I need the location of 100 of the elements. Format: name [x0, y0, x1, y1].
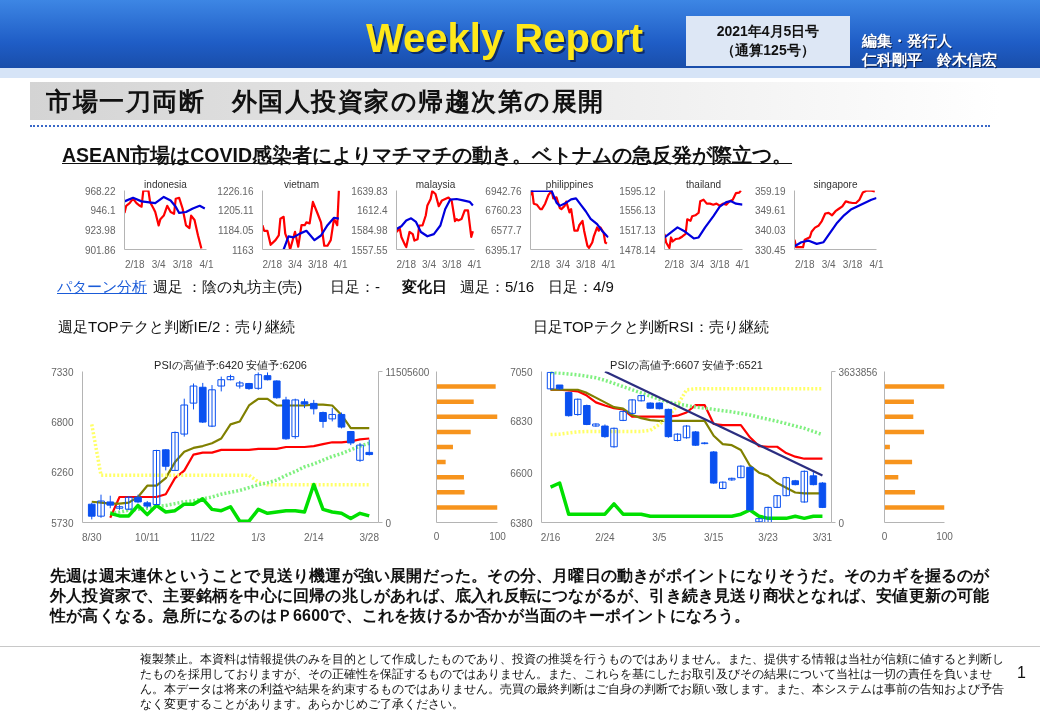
line-series: [282, 216, 340, 250]
candlestick: [272, 379, 281, 400]
bar: [884, 505, 945, 510]
x-tick-label: 4/1: [333, 258, 348, 270]
y-tick-label: 6395.17: [485, 244, 522, 256]
line-series: [664, 190, 742, 250]
candlestick: [189, 382, 198, 410]
text: パターン分析: [57, 278, 147, 296]
y-tick-label: 359.19: [754, 185, 786, 197]
y-tick-label: 7050: [510, 366, 533, 378]
y-tick-label: 901.86: [84, 244, 116, 256]
x-tick-label: 3/31: [812, 531, 833, 543]
chart-title: vietnam: [283, 178, 320, 190]
x-tick-label: 2/18: [396, 258, 417, 270]
text: 週足 ：陰の丸坊主(売): [153, 278, 303, 296]
x-tick-label: 3/18: [576, 258, 596, 270]
x-tick-label: 3/4: [422, 258, 437, 270]
line-series: [664, 200, 743, 240]
y-tick-label: 946.1: [90, 205, 116, 217]
text: 編集・発行人: [862, 31, 953, 50]
bar: [436, 384, 496, 389]
line-series: [530, 190, 608, 249]
x-tick-label: 100: [936, 530, 954, 542]
x-tick-label: 11/22: [190, 531, 216, 543]
text: 2021年4月5日号: [715, 22, 821, 41]
chart-title: indonesia: [144, 178, 188, 190]
chart-title: malaysia: [415, 178, 456, 190]
x-tick-label: 3/4: [821, 258, 837, 270]
line-series: [90, 422, 371, 487]
x-tick-label: 3/4: [690, 258, 705, 270]
x-tick-label: 3/4: [556, 258, 571, 270]
y-tick-label: 6942.76: [485, 185, 522, 197]
x-tick-label: 3/15: [703, 531, 724, 543]
x-tick-label: 0: [433, 530, 440, 542]
x-tick-label: 100: [489, 530, 507, 542]
x-tick-label: 2/16: [540, 531, 561, 543]
chart-title: 日足TOPテクと判断RSI：売り継続: [533, 318, 769, 336]
bar: [884, 490, 916, 495]
x-tick-label: 4/1: [869, 258, 884, 270]
y-tick-label: 6600: [510, 467, 533, 479]
text: Weekly Report: [366, 15, 644, 61]
x-tick-label: 4/1: [199, 258, 214, 270]
bar: [436, 505, 498, 510]
text: ASEAN市場はCOVID感染者によりマチマチの動き。ベトナムの急反発が際立つ。: [62, 144, 793, 167]
y-tick-label: 1517.13: [619, 224, 656, 236]
bar: [436, 399, 474, 404]
y-tick-label: 1639.83: [351, 185, 388, 197]
line-series: [396, 190, 474, 249]
y-tick-label: 1556.13: [619, 205, 656, 217]
text: 変化日: [402, 278, 447, 296]
text: 日足：-: [330, 278, 380, 296]
y-tick-label: 6800: [51, 416, 74, 428]
x-tick-label: 3/23: [758, 531, 779, 543]
bar: [884, 384, 945, 389]
x-tick-label: 2/18: [530, 258, 551, 270]
x-tick-label: 8/30: [82, 531, 102, 543]
y-tick-label: 330.45: [754, 244, 786, 256]
x-tick-label: 4/1: [601, 258, 616, 270]
text: （通算125号）: [720, 41, 816, 60]
text: 先週は週末連休ということで見送り機運が強い展開だった。その分、月曜日の動きがポイントになりそうだ。そのカギを握るのが外人投資家で、主要銘柄を中心に回帰の兆しがあれば、底入れ反転につながるが、引き続き見送り商状となれば、安値更新の可能性が高くなる。急所になるのはＰ6600で、これを抜けるか否かが当面のキーポイントになろう。: [50, 566, 991, 626]
y-tick-label: 1205.11: [218, 205, 254, 217]
line-series: [124, 190, 203, 250]
y-tick-label: 1184.05: [218, 224, 254, 236]
y-tick-label: 1163: [232, 244, 254, 256]
x-tick-label: 2/14: [304, 531, 324, 543]
x-tick-label: 3/28: [359, 531, 380, 543]
x-tick-label: 3/4: [151, 258, 167, 270]
y-tick-label: 1612.4: [356, 205, 388, 217]
y-tick-label: 6760.23: [485, 205, 522, 217]
candlestick: [152, 449, 161, 506]
y-tick-label: 968.22: [84, 185, 116, 197]
line-series: [262, 190, 340, 250]
chart-title: singapore: [813, 178, 858, 190]
x-tick-label: 2/18: [262, 258, 283, 270]
y2-tick-label: 0: [385, 517, 392, 529]
chart-subtitle: PSIの高値予:6420 安値予:6206: [154, 358, 307, 371]
x-tick-label: 3/18: [842, 258, 863, 270]
x-tick-label: 3/4: [288, 258, 303, 270]
text: 仁科剛平 鈴木信宏: [862, 50, 997, 69]
chart-subtitle: PSIの高値予:6607 安値予:6521: [610, 358, 763, 371]
chart-title: 週足TOPテクと判断IE/2：売り継続: [58, 318, 296, 336]
x-tick-label: 3/5: [652, 531, 667, 543]
y-tick-label: 6260: [51, 467, 74, 479]
y2-tick-label: 11505600: [385, 366, 430, 378]
y-tick-label: 6830: [510, 416, 533, 428]
text: 複製禁止。本資料は情報提供のみを目的として作成したものであり、投資の推奨を行うものではありません。また、提供する情報は当社が信頼に値すると判断したものを採用しておりますが、その正確性を保証するものではありません。また、これらを基にしたお取引及びその結果について当社は一切の責任を負いません。本データは将来の利益や結果を約束するものではありません。売買の最終判断はご自身の判断でお願い致します。また、本システムは事前の告知および予告なく変更することがあります。あらかじめご了承ください。: [140, 652, 1005, 712]
y2-tick-label: 3633856: [838, 366, 878, 378]
line-series: [548, 481, 825, 521]
x-tick-label: 4/1: [735, 258, 750, 270]
y-tick-label: 1226.16: [217, 185, 254, 197]
line-series: [396, 197, 474, 238]
y-tick-label: 1478.14: [619, 244, 656, 256]
y-tick-label: 1584.98: [351, 224, 388, 236]
x-tick-label: 3/18: [442, 258, 462, 270]
y-tick-label: 349.61: [754, 205, 786, 217]
text: 1: [1017, 664, 1026, 682]
y-tick-label: 6380: [510, 517, 533, 529]
y-tick-label: 923.98: [84, 224, 116, 236]
text: 週足：5/16: [460, 278, 535, 296]
x-tick-label: 3/18: [710, 258, 730, 270]
